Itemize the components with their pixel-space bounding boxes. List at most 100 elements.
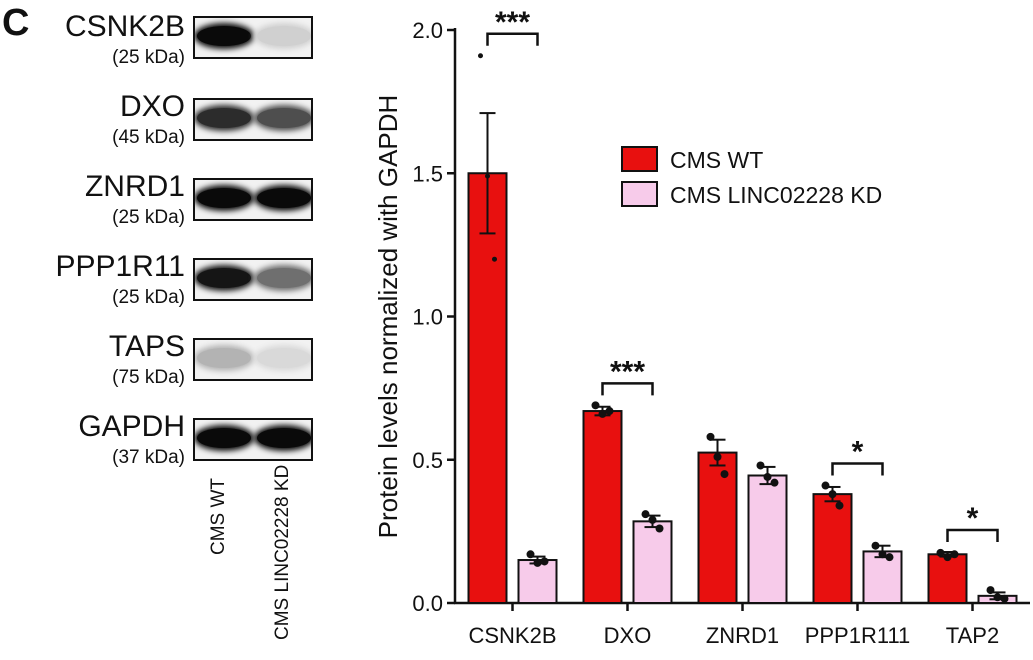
blot-label: ZNRD1 (25 kDa) (84, 170, 185, 228)
significance-label: *** (610, 355, 645, 388)
blot-label: DXO (45 kDa) (112, 90, 185, 148)
blot-band (257, 268, 311, 288)
data-point (756, 461, 765, 470)
protein-kda: (25 kDa) (112, 207, 185, 228)
x-tick-label: DXO (604, 623, 652, 648)
data-point (993, 593, 1002, 602)
data-point (540, 557, 549, 566)
blot-band (257, 108, 311, 128)
panel-letter: C (2, 2, 30, 44)
blot-band (197, 268, 251, 288)
data-point (485, 173, 490, 179)
y-tick-label: 0.5 (412, 448, 443, 473)
bar (632, 520, 673, 604)
blot-band (257, 26, 311, 46)
bar (862, 550, 903, 604)
data-point (706, 432, 715, 441)
blot-image (193, 98, 313, 141)
bar (812, 493, 853, 605)
significance-label: *** (495, 6, 530, 39)
data-point (835, 501, 844, 510)
legend: CMS WT CMS LINC02228 KD (621, 146, 882, 208)
data-point (655, 524, 664, 533)
y-tick-label: 2.0 (412, 18, 443, 43)
data-point (605, 407, 614, 416)
data-point (950, 550, 959, 559)
blot-band (197, 428, 251, 448)
legend-label: CMS LINC02228 KD (670, 182, 882, 208)
blot-label: TAPS (75 kDa) (108, 330, 185, 388)
data-point (986, 586, 995, 595)
bar (467, 172, 508, 604)
protein-name: ZNRD1 (84, 170, 185, 203)
data-point (478, 53, 483, 59)
protein-kda: (75 kDa) (112, 367, 185, 388)
blot-image (193, 16, 313, 59)
protein-name: DXO (119, 90, 185, 123)
protein-kda: (45 kDa) (112, 127, 185, 148)
data-point (770, 478, 779, 487)
protein-kda: (25 kDa) (112, 47, 185, 68)
significance-bracket (601, 382, 654, 396)
protein-kda: (37 kDa) (112, 447, 185, 468)
legend-swatch (621, 181, 658, 207)
blot-image (193, 178, 313, 221)
protein-name: TAPS (108, 330, 185, 363)
y-tick-label: 0.0 (412, 591, 443, 616)
blot-band (197, 188, 251, 208)
bar (927, 553, 968, 604)
protein-name: GAPDH (78, 410, 185, 443)
x-tick-label: PPP1R111 (805, 623, 911, 648)
data-point (885, 553, 894, 562)
blot-band (257, 188, 311, 208)
bar (697, 451, 738, 604)
data-point (641, 510, 650, 519)
data-point (713, 452, 722, 461)
significance-label: * (967, 502, 979, 535)
protein-kda: (25 kDa) (112, 287, 185, 308)
blot-band (197, 26, 251, 46)
blot-image (193, 338, 313, 381)
blot-image (193, 258, 313, 301)
data-point (828, 490, 837, 499)
protein-name: CSNK2B (64, 10, 185, 43)
bar (747, 474, 788, 605)
bar (582, 410, 623, 605)
significance-bracket (831, 462, 884, 476)
legend-swatch (621, 146, 658, 172)
data-point (943, 553, 952, 562)
y-axis-label: Protein levels normalized with GAPDH (373, 95, 403, 539)
data-point (871, 541, 880, 550)
data-point (720, 470, 729, 479)
data-point (648, 515, 657, 524)
significance-bracket (946, 528, 999, 543)
data-point (533, 558, 542, 567)
data-point (936, 548, 945, 557)
significance-label: * (852, 436, 864, 469)
blot-label: PPP1R11 (25 kDa) (55, 250, 185, 308)
data-point (591, 401, 600, 410)
legend-label: CMS WT (670, 147, 763, 173)
data-point (526, 550, 535, 559)
significance-bracket (486, 32, 539, 46)
data-point (821, 481, 830, 490)
y-tick-label: 1.0 (412, 305, 443, 330)
blot-label: GAPDH (37 kDa) (78, 410, 185, 468)
data-point (878, 550, 887, 559)
data-point (598, 409, 607, 418)
x-tick-label: CSNK2B (468, 623, 556, 648)
x-tick-label: TAP2 (946, 623, 999, 648)
protein-name: PPP1R11 (55, 250, 185, 283)
blot-band (257, 348, 311, 368)
x-tick-label: ZNRD1 (706, 623, 779, 648)
data-point (1000, 594, 1009, 603)
blot-image (193, 418, 313, 461)
blot-band (197, 108, 251, 128)
data-point (763, 472, 772, 481)
blot-label: CSNK2B (25 kDa) (64, 10, 185, 68)
y-tick-label: 1.5 (412, 161, 443, 186)
blot-band (197, 348, 251, 368)
blot-band (257, 428, 311, 448)
data-point (492, 256, 497, 262)
